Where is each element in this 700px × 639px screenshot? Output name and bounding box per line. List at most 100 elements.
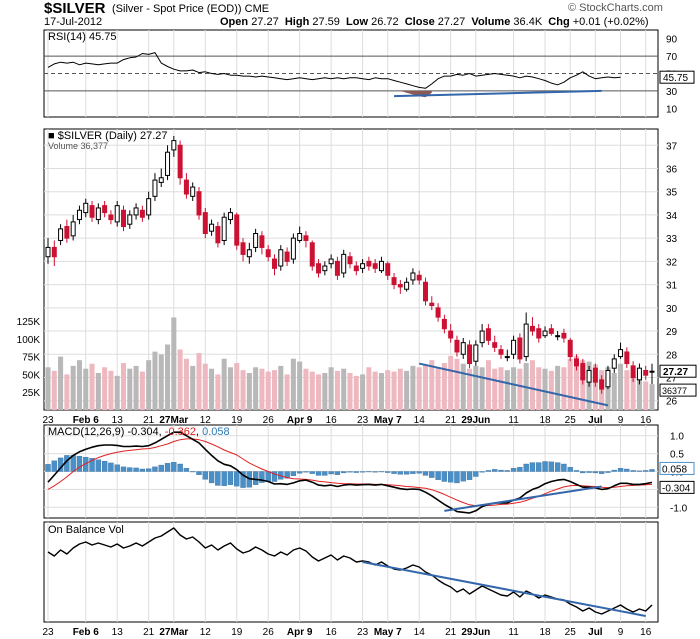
macd-histogram-bar-61 — [429, 471, 435, 478]
macd-histogram-bar-46 — [334, 471, 341, 475]
candle-body-89 — [605, 370, 611, 388]
price-ytick-4: 33 — [666, 234, 678, 245]
candle-body-77 — [529, 325, 535, 332]
macd-histogram-bar-72 — [498, 469, 504, 472]
candle-body-31 — [240, 242, 246, 255]
volume-bar-72 — [498, 367, 504, 410]
candle-body-92 — [624, 351, 630, 365]
rsi-ytick-0: 90 — [666, 35, 678, 46]
candle-body-75 — [517, 337, 523, 360]
chg-label: Chg — [548, 16, 570, 28]
volume-bar-57 — [404, 370, 410, 410]
volume-bar-38 — [284, 374, 290, 410]
volume-bar-52 — [372, 371, 378, 410]
candle-body-30 — [234, 214, 240, 246]
candle-body-91 — [618, 349, 624, 358]
candle-body-2 — [58, 228, 64, 241]
macd-histogram-bar-12 — [120, 466, 127, 472]
volume-bar-74 — [511, 367, 517, 410]
volume-bar-62 — [435, 367, 441, 410]
close-value: 27.27 — [437, 16, 466, 28]
macd-histogram-bar-40 — [296, 471, 303, 474]
volume-bar-79 — [542, 368, 548, 410]
price-xtick-8: Apr 9 — [287, 415, 313, 426]
candle-body-96 — [649, 370, 655, 373]
macd-histogram-bar-90 — [611, 469, 617, 472]
price-xtick-18: Jul — [588, 415, 603, 426]
macd-ytick-4: -1.0 — [670, 503, 688, 514]
obv-xtick-11: May 7 — [374, 627, 402, 638]
volume-bar-15 — [139, 371, 145, 410]
price-title: ■ $SILVER (Daily) 27.27 — [48, 130, 168, 142]
obv-xtick-16: 18 — [539, 627, 551, 638]
price-ytick-10: 27 — [666, 373, 678, 384]
symbol-description: (Silver - Spot Price (EOD)) CME — [112, 3, 269, 15]
macd-histogram-bar-23 — [190, 471, 196, 473]
volume-bar-93 — [630, 372, 636, 410]
macd-histogram-bar-95 — [643, 470, 649, 472]
macd-histogram-bar-56 — [397, 471, 404, 475]
volume-bar-27 — [215, 374, 221, 410]
candle-body-25 — [202, 212, 208, 235]
macd-histogram-bar-76 — [523, 463, 529, 472]
rsi-line — [47, 52, 621, 89]
candle-body-71 — [492, 342, 498, 348]
candle-body-62 — [435, 307, 441, 318]
macd-value-box-1 — [659, 480, 695, 494]
price-xtick-2: 13 — [112, 415, 124, 426]
volume-bar-94 — [636, 375, 642, 410]
volume-bar-49 — [353, 375, 359, 410]
rsi-trendline — [394, 89, 602, 98]
candle-body-85 — [580, 363, 586, 381]
candle-body-93 — [630, 365, 636, 378]
candle-body-15 — [139, 209, 145, 218]
volume-bar-7 — [89, 363, 95, 410]
macd-histogram-bar-67 — [466, 471, 473, 480]
candle-body-35 — [265, 249, 271, 258]
obv-xtick-15: 11 — [508, 627, 519, 638]
volume-label: Volume — [471, 16, 511, 28]
macd-histogram-bar-18 — [158, 464, 164, 472]
candle-body-81 — [555, 335, 561, 338]
macd-line — [47, 431, 653, 514]
candle-body-88 — [599, 379, 605, 390]
candle-body-84 — [574, 358, 579, 367]
obv-xtick-13: 21 — [445, 627, 457, 638]
volume-bar-68 — [473, 365, 479, 410]
macd-histogram-bar-62 — [435, 471, 441, 480]
candle-body-46 — [334, 260, 340, 276]
candle-body-5 — [76, 209, 82, 221]
macd-histogram-bar-25 — [202, 471, 208, 480]
macd-histogram-bar-81 — [554, 462, 561, 472]
volume-bar-10 — [108, 370, 114, 410]
macd-histogram-bar-66 — [460, 471, 466, 482]
candle-body-12 — [121, 209, 126, 228]
macd-histogram-bar-73 — [504, 470, 510, 472]
obv-line — [47, 527, 653, 615]
candle-body-11 — [114, 205, 120, 223]
obv-xtick-5: 12 — [200, 627, 212, 638]
volume-bar-33 — [253, 367, 259, 410]
price-ytick-9: 28 — [666, 350, 678, 361]
macd-histogram-bar-89 — [605, 471, 611, 473]
macd-histogram-bar-87 — [592, 471, 599, 474]
candle-body-4 — [70, 221, 76, 237]
price-ytick-2: 35 — [666, 188, 678, 199]
macd-histogram-bar-88 — [599, 471, 605, 474]
macd-histogram-bar-75 — [517, 467, 523, 472]
macd-histogram-bar-53 — [378, 471, 385, 473]
candle-body-74 — [511, 339, 517, 355]
volume-bar-42 — [309, 371, 315, 410]
candle-body-9 — [102, 205, 108, 214]
volume-bar-35 — [265, 371, 271, 410]
obv-xtick-17: 25 — [565, 627, 577, 638]
macd-histogram-bar-35 — [265, 471, 271, 482]
volume-bar-19 — [165, 344, 171, 410]
price-xtick-0: 23 — [42, 415, 54, 426]
volume-bar-25 — [202, 363, 208, 410]
candle-body-24 — [196, 191, 202, 216]
candle-body-69 — [479, 330, 485, 344]
chart-date: 17-Jul-2012 — [44, 16, 103, 28]
